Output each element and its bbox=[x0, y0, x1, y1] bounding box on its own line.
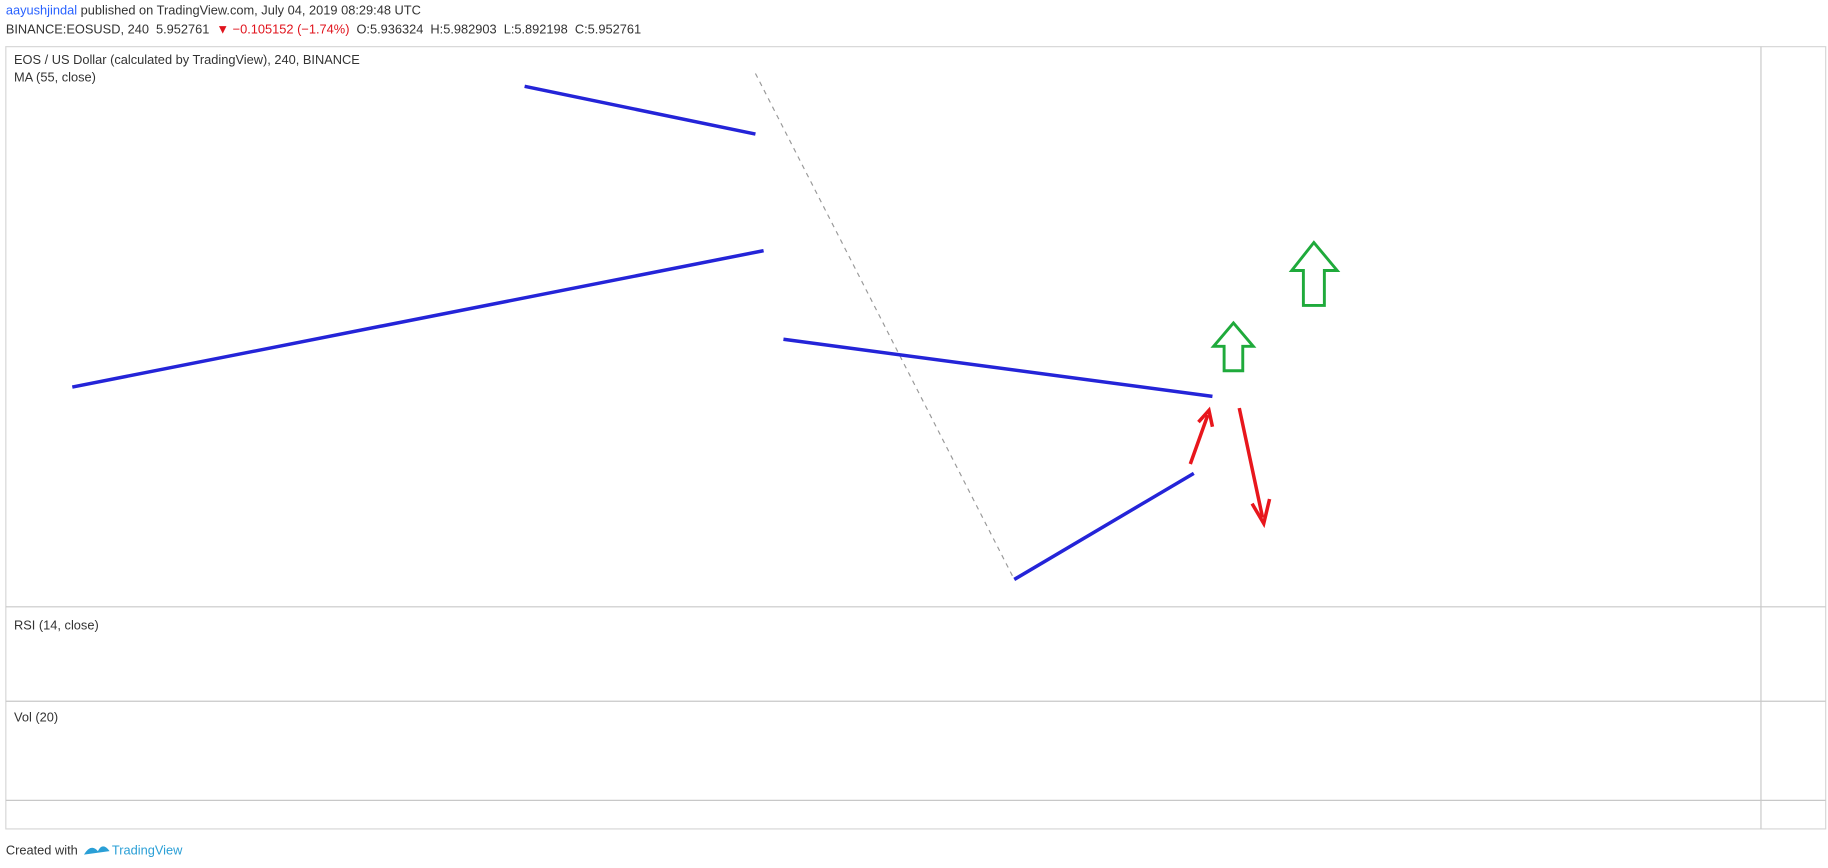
price: 5.952761 bbox=[156, 22, 209, 37]
fib-trend bbox=[754, 73, 1015, 580]
brand[interactable]: TradingView bbox=[112, 842, 183, 857]
frame bbox=[5, 46, 1827, 830]
ma-legend: MA (55, close) bbox=[14, 70, 96, 85]
trend-line bbox=[1013, 471, 1195, 581]
symbol-line: BINANCE:EOSUSD, 240 5.952761 ▼ −0.105152 (… bbox=[6, 22, 641, 37]
vol-legend: Vol (20) bbox=[14, 710, 58, 725]
published: published on TradingView.com, July 04, 2… bbox=[77, 3, 421, 18]
trend-line bbox=[524, 84, 756, 136]
close: C:5.952761 bbox=[575, 22, 641, 37]
symbol: BINANCE:EOSUSD, 240 bbox=[6, 22, 149, 37]
red-arrow bbox=[1188, 414, 1210, 465]
red-arrow bbox=[1237, 407, 1265, 519]
drawings bbox=[71, 73, 1341, 581]
rsi-legend: RSI (14, close) bbox=[14, 617, 99, 632]
open: O:5.936324 bbox=[356, 22, 423, 37]
high: H:5.982903 bbox=[430, 22, 496, 37]
labels: EOS / US Dollar (calculated by TradingVi… bbox=[6, 46, 1826, 857]
created-with: Created with bbox=[6, 842, 78, 857]
header-line: aayushjindal published on TradingView.co… bbox=[6, 3, 421, 18]
red-arrow-head bbox=[1197, 406, 1215, 428]
pane-title: EOS / US Dollar (calculated by TradingVi… bbox=[14, 52, 360, 67]
change: ▼ −0.105152 (−1.74%) bbox=[216, 22, 349, 37]
up-arrow bbox=[1210, 320, 1257, 373]
low: L:5.892198 bbox=[504, 22, 568, 37]
trend-line bbox=[783, 337, 1213, 399]
logo bbox=[83, 846, 110, 855]
author[interactable]: aayushjindal bbox=[6, 3, 77, 18]
red-arrow-head bbox=[1250, 498, 1272, 529]
up-arrow bbox=[1288, 240, 1341, 307]
trend-line bbox=[71, 248, 764, 389]
